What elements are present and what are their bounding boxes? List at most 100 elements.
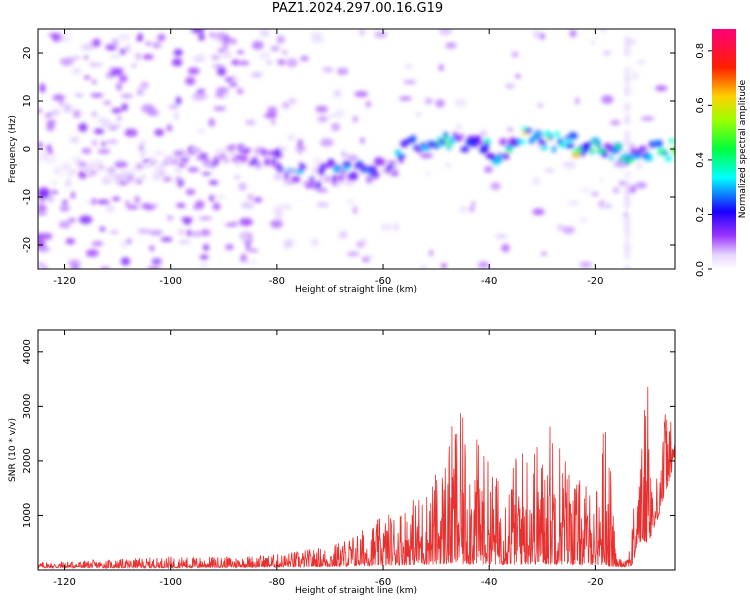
spectral-speckle	[229, 82, 238, 87]
ridge-cell	[626, 153, 635, 161]
ridge-cell	[336, 175, 345, 180]
spectral-speckle	[83, 75, 91, 80]
ridge-cell	[601, 151, 609, 158]
colorbar-gradient	[712, 29, 736, 269]
ridge-cell	[585, 141, 593, 147]
ridge-cell	[344, 166, 350, 171]
x-tick-label: -40	[481, 276, 497, 287]
x-tick-label: -80	[269, 276, 285, 287]
ridge-cell	[130, 177, 137, 183]
ridge-cell	[669, 138, 675, 144]
spectral-speckle	[214, 32, 227, 40]
spectral-speckle	[251, 40, 264, 50]
ridge-cell	[298, 163, 306, 171]
spectral-speckle	[236, 50, 245, 54]
spectral-speckle	[245, 119, 256, 126]
spectral-speckle	[562, 226, 575, 234]
spectral-speckle	[140, 139, 146, 145]
ridge-cell	[231, 157, 240, 163]
colorbar-tick-label: 0.6	[695, 97, 706, 113]
spectral-speckle	[532, 177, 541, 185]
spectral-speckle	[477, 261, 490, 269]
colorbar-tick-label: 0.0	[695, 261, 706, 277]
spectral-speckle	[201, 172, 212, 176]
spectral-speckle	[183, 218, 192, 225]
y-tick-label: 20	[22, 47, 33, 60]
spectral-speckle	[91, 139, 98, 147]
spectral-speckle	[52, 94, 65, 101]
spectral-speckle	[85, 249, 99, 257]
ridge-cell	[103, 174, 113, 182]
ridge-cell	[411, 134, 417, 144]
spectral-speckle	[280, 204, 293, 210]
spectral-speckle	[253, 197, 263, 203]
x-tick-label: -20	[587, 276, 603, 287]
x-tick-label: -60	[375, 577, 391, 588]
spectral-speckle	[579, 217, 588, 223]
spectral-speckle	[374, 31, 388, 38]
spectral-speckle	[297, 139, 304, 148]
spectral-speckle	[134, 196, 141, 204]
ridge-cell	[476, 140, 486, 145]
spectral-speckle	[91, 198, 96, 205]
ridge-cell	[371, 172, 380, 177]
spectral-speckle	[46, 122, 55, 132]
spectral-speckle	[288, 98, 297, 104]
ridge-cell	[596, 141, 601, 148]
spectral-speckle	[333, 89, 342, 98]
spectral-speckle	[78, 122, 88, 132]
x-tick-label: -120	[53, 276, 76, 287]
spectrogram-x-axis-label: Height of straight line (km)	[295, 285, 417, 295]
spectral-speckle	[624, 86, 631, 93]
ridge-cell	[576, 147, 582, 154]
spectral-speckle	[126, 204, 139, 210]
spectral-speckle	[38, 212, 48, 216]
spectral-speckle	[556, 224, 565, 231]
ridge-cell	[459, 133, 465, 139]
spectral-speckle	[505, 83, 515, 89]
ridge-cell	[51, 154, 57, 162]
spectral-speckle	[65, 30, 73, 34]
spectral-speckle	[247, 194, 254, 201]
ridge-cell	[146, 159, 153, 169]
ridge-cell	[396, 154, 406, 159]
spectral-speckle	[178, 240, 191, 244]
spectral-speckle	[48, 33, 61, 37]
colorbar-label: Normalized spectral amplitude	[738, 79, 748, 218]
spectral-speckle	[640, 116, 655, 121]
spectral-speckle	[236, 88, 244, 95]
spectral-speckle	[380, 223, 392, 232]
spectral-speckle	[365, 100, 371, 108]
spectral-speckle	[624, 230, 631, 236]
ridge-cell	[356, 161, 364, 165]
spectral-speckle	[213, 106, 226, 111]
ridge-cell	[266, 150, 275, 156]
spectral-speckle	[209, 194, 215, 202]
spectral-speckle	[264, 113, 277, 119]
spectral-speckle	[38, 246, 51, 253]
spectral-speckle	[166, 124, 173, 132]
ridge-cell	[294, 169, 304, 174]
spectral-speckle	[39, 83, 45, 90]
spectral-speckle	[628, 143, 636, 149]
ridge-cell	[315, 181, 321, 190]
spectral-speckle	[429, 249, 434, 257]
spectral-speckle	[544, 168, 555, 173]
spectrogram-blobs	[38, 29, 668, 269]
ridge-cell	[274, 149, 280, 154]
spectral-speckle	[96, 199, 110, 205]
ridge-cell	[665, 155, 673, 162]
ridge-cell	[154, 164, 164, 173]
spectral-speckle	[162, 176, 172, 182]
spectral-speckle	[245, 243, 251, 251]
spectral-speckle	[310, 32, 323, 39]
spectral-speckle	[140, 81, 149, 89]
spectral-speckle	[38, 261, 45, 269]
spectral-speckle	[145, 41, 152, 46]
spectral-speckle	[121, 103, 128, 111]
y-tick-label: 3000	[22, 394, 33, 419]
spectral-speckle	[109, 230, 119, 234]
spectral-speckle	[112, 71, 123, 75]
spectral-speckle	[224, 77, 234, 82]
